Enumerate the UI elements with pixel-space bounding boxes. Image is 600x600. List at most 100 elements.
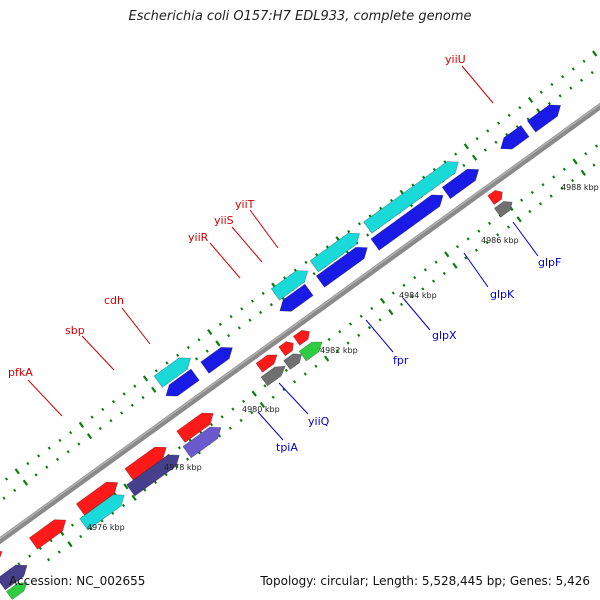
tick-mark <box>314 364 318 368</box>
tick-mark <box>571 178 575 183</box>
scale-label-4978: 4978 kbp <box>164 463 202 472</box>
tick-mark <box>250 299 255 303</box>
tick-mark <box>199 430 203 434</box>
gene-arrow <box>309 232 360 273</box>
tick-mark <box>282 387 286 392</box>
tick-mark <box>527 96 534 104</box>
tick-mark <box>411 183 415 187</box>
gene-arrow <box>363 161 459 234</box>
tick-mark <box>549 194 553 198</box>
tick-mark <box>528 209 532 214</box>
tick-mark <box>46 558 51 562</box>
tick-mark <box>515 125 519 129</box>
tick-mark <box>66 450 70 454</box>
tick-mark <box>49 538 53 543</box>
tick-mark <box>165 361 169 365</box>
gene-arrow <box>292 329 310 346</box>
tick-mark <box>346 341 350 345</box>
tick-mark <box>580 169 586 176</box>
tick-mark <box>379 206 383 210</box>
accession-text: Accession: NC_002655 <box>9 574 146 588</box>
tick-mark <box>520 198 524 202</box>
tick-mark <box>423 268 427 272</box>
tick-mark <box>251 390 257 397</box>
tick-mark <box>109 419 113 423</box>
tick-mark <box>494 140 498 144</box>
tick-mark <box>207 328 213 336</box>
tick-mark <box>518 106 522 110</box>
gene-arrow <box>260 365 286 387</box>
gene-arrow <box>370 194 444 251</box>
tick-mark <box>2 496 6 500</box>
gene-features <box>0 104 562 600</box>
tick-mark <box>45 465 49 469</box>
tick-mark <box>496 121 501 125</box>
tick-mark <box>227 334 231 338</box>
tick-mark <box>269 303 273 307</box>
tick-mark <box>176 353 180 357</box>
tick-mark <box>100 519 104 523</box>
tick-mark <box>101 407 105 412</box>
tick-mark <box>462 163 466 168</box>
tick-mark <box>442 271 446 276</box>
tick-mark <box>283 276 287 280</box>
tick-mark <box>86 433 93 440</box>
tick-mark <box>229 314 233 319</box>
leader-yiiQ <box>278 382 309 415</box>
tick-mark <box>90 415 94 419</box>
tick-mark <box>143 488 147 492</box>
tick-mark <box>69 430 73 435</box>
gene-arrow <box>298 341 323 362</box>
tick-mark <box>561 75 565 79</box>
tick-mark <box>177 446 181 450</box>
gene-arrow <box>79 494 125 531</box>
tick-mark <box>164 472 168 477</box>
tick-mark <box>28 554 32 558</box>
tick-marks <box>2 50 599 566</box>
tick-mark <box>220 415 224 419</box>
tick-mark <box>370 306 374 311</box>
tick-mark <box>592 163 596 167</box>
gene-label-yiiU: yiiU <box>445 53 466 66</box>
tick-mark <box>259 310 263 315</box>
leader-glpX <box>402 297 431 331</box>
tick-mark <box>154 369 158 373</box>
gene-arrow <box>500 125 530 150</box>
tick-mark <box>111 511 115 515</box>
leader-yiiU <box>461 65 494 104</box>
gene-arrow <box>315 246 368 288</box>
gene-arrow <box>270 270 309 301</box>
tick-mark <box>541 183 545 187</box>
tick-mark <box>271 395 275 399</box>
tick-mark <box>572 158 578 165</box>
tick-mark <box>516 216 522 223</box>
tick-mark <box>594 144 599 148</box>
tick-mark <box>239 418 243 423</box>
gene-arrow <box>28 519 67 550</box>
tick-mark <box>367 325 371 330</box>
leader-tpiA <box>257 411 284 441</box>
gene-label-sbp: sbp <box>65 324 85 337</box>
tick-mark <box>89 527 93 531</box>
tick-mark <box>590 70 594 75</box>
tick-mark <box>422 175 426 179</box>
tick-mark <box>506 225 511 229</box>
tick-mark <box>259 401 266 409</box>
tick-mark <box>205 349 209 353</box>
tick-mark <box>584 152 588 156</box>
tick-mark <box>327 337 331 342</box>
tick-mark <box>562 167 566 171</box>
tick-mark <box>14 468 20 475</box>
scale-label-4976: 4976 kbp <box>87 523 125 532</box>
tick-mark <box>237 326 241 330</box>
gene-arrow <box>176 412 214 443</box>
gene-arrow <box>526 104 562 133</box>
tick-mark <box>248 318 252 322</box>
tick-mark <box>582 59 586 63</box>
gene-arrow <box>124 446 167 481</box>
tick-mark <box>120 411 124 415</box>
leader-yiiS <box>231 226 263 263</box>
tick-mark <box>388 309 394 316</box>
tick-mark <box>485 240 489 245</box>
scale-label-4988: 4988 kbp <box>561 183 599 192</box>
